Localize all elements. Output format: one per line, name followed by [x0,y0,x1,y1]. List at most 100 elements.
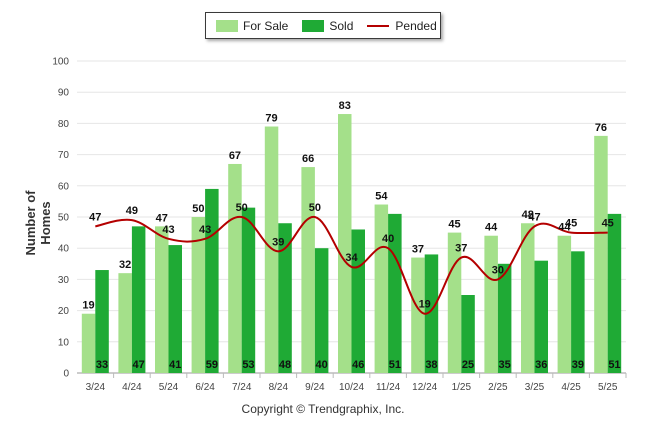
data-label-sold: 47 [133,359,145,371]
data-label-pended: 30 [492,264,504,276]
data-label-pended: 19 [419,299,431,311]
data-label-for-sale: 76 [595,122,607,134]
bar-for-sale [521,223,535,373]
data-label-for-sale: 47 [156,212,168,224]
bar-for-sale [411,257,425,373]
data-label-sold: 53 [242,359,254,371]
data-label-sold: 41 [169,359,181,371]
bar-sold [314,248,329,373]
data-label-for-sale: 37 [412,244,424,256]
data-label-sold: 33 [96,359,108,371]
bar-for-sale [81,313,96,373]
bar-sold [168,245,182,373]
legend-label-for-sale: For Sale [243,18,289,33]
data-label-sold: 59 [206,359,218,371]
x-tick-label: 9/24 [305,382,325,393]
data-label-pended: 34 [345,252,358,264]
data-label-pended: 50 [236,202,248,214]
data-label-sold: 40 [316,359,328,371]
y-tick-label: 70 [58,150,70,161]
x-tick-label: 7/24 [232,382,252,393]
data-label-for-sale: 54 [375,191,388,203]
bar-sold [278,223,292,373]
y-tick-label: 30 [58,275,70,286]
legend-label-sold: Sold [329,18,354,33]
data-label-for-sale: 66 [302,153,314,165]
data-label-pended: 43 [199,224,211,236]
data-label-pended: 39 [272,236,284,248]
data-label-for-sale: 48 [522,209,534,221]
data-label-pended: 45 [565,218,577,230]
x-tick-label: 4/25 [561,382,581,393]
x-tick-label: 2/25 [488,382,508,393]
bar-for-sale [228,163,242,373]
data-label-sold: 36 [535,359,547,371]
data-label-pended: 40 [382,233,394,245]
legend-item-pended[interactable]: Pended [367,18,437,33]
bar-sold [461,295,475,373]
bar-for-sale [191,217,206,373]
data-label-sold: 39 [572,359,584,371]
bar-for-sale [447,232,462,373]
data-label-pended: 47 [528,211,540,223]
x-tick-label: 3/25 [525,382,545,393]
data-label-for-sale: 50 [192,203,204,215]
legend-swatch-pended [367,24,390,27]
legend-swatch-for-sale [216,19,238,32]
data-label-for-sale: 45 [448,219,460,231]
data-label-sold: 51 [389,359,401,371]
copyright-footer: Copyright © Trendgraphix, Inc. [241,402,405,416]
bar-for-sale [484,235,498,373]
data-label-sold: 51 [608,359,620,371]
bar-sold [497,263,512,373]
data-label-sold: 35 [499,359,511,371]
bar-sold [571,251,585,373]
y-tick-label: 10 [58,337,70,348]
legend-item-for-sale[interactable]: For Sale [216,19,288,33]
bar-for-sale [155,226,169,373]
data-label-for-sale: 83 [339,100,351,112]
data-label-pended: 45 [602,218,614,230]
legend-swatch-sold [302,19,325,32]
data-label-pended: 49 [126,205,138,217]
chart-legend: For Sale Sold Pended [205,12,441,39]
data-label-for-sale: 32 [119,259,131,271]
x-tick-label: 3/24 [86,382,106,393]
bar-for-sale [374,204,389,373]
y-tick-label: 90 [58,88,70,99]
bar-for-sale [557,235,572,373]
data-label-pended: 47 [89,211,101,223]
x-tick-label: 5/24 [159,382,179,393]
x-tick-label: 6/24 [195,382,215,393]
x-tick-label: 4/24 [122,382,142,393]
x-tick-label: 1/25 [452,382,472,393]
x-tick-label: 12/24 [412,382,437,393]
y-tick-label: 40 [58,244,70,255]
data-label-for-sale: 79 [265,113,277,125]
legend-item-sold[interactable]: Sold [302,19,353,33]
bar-sold [241,207,256,373]
y-tick-label: 80 [58,119,70,130]
data-label-sold: 46 [352,359,364,371]
bar-sold [131,226,146,373]
data-label-for-sale: 67 [229,150,241,162]
bar-for-sale [594,135,608,373]
data-label-sold: 25 [462,359,474,371]
y-tick-label: 0 [63,369,69,380]
bar-for-sale [118,273,132,373]
legend-label-pended: Pended [395,18,437,33]
y-tick-label: 60 [58,181,70,192]
x-tick-label: 8/24 [269,382,289,393]
x-tick-label: 5/25 [598,382,618,393]
bar-sold [95,270,109,373]
data-label-pended: 50 [309,202,321,214]
y-tick-label: 100 [52,57,69,68]
bar-sold [205,188,219,373]
bar-sold [424,254,439,373]
x-tick-label: 10/24 [339,382,364,393]
data-label-for-sale: 19 [82,300,94,312]
y-tick-label: 20 [58,306,70,317]
data-label-sold: 48 [279,359,291,371]
